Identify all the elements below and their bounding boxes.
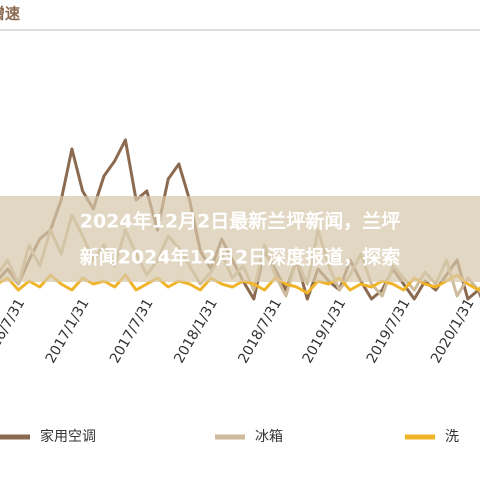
banner-bg	[0, 196, 480, 282]
legend: 家用空调 冰箱 洗	[0, 428, 459, 445]
x-tick-label: 2017/1/31	[43, 296, 93, 366]
x-tick-label: 2017/7/31	[107, 296, 157, 366]
banner-text: 2024年12月2日最新兰坪新闻，兰坪	[80, 210, 401, 233]
chart-title: 增速	[0, 5, 20, 23]
x-tick-label: 2016/7/31	[0, 296, 28, 366]
legend-label: 冰箱	[255, 429, 283, 445]
series-line	[0, 138, 480, 301]
x-tick-label: 2019/1/31	[300, 296, 350, 366]
banner-text: 新闻2024年12月2日深度报道，探索	[80, 246, 401, 269]
legend-label: 家用空调	[40, 428, 96, 445]
legend-label: 洗	[445, 429, 459, 445]
x-tick-label: 2020/1/31	[428, 296, 478, 366]
x-tick-label: 2018/7/31	[235, 296, 285, 366]
x-tick-label: 2019/7/31	[364, 296, 414, 366]
x-tick-label: 2018/1/31	[171, 296, 221, 366]
